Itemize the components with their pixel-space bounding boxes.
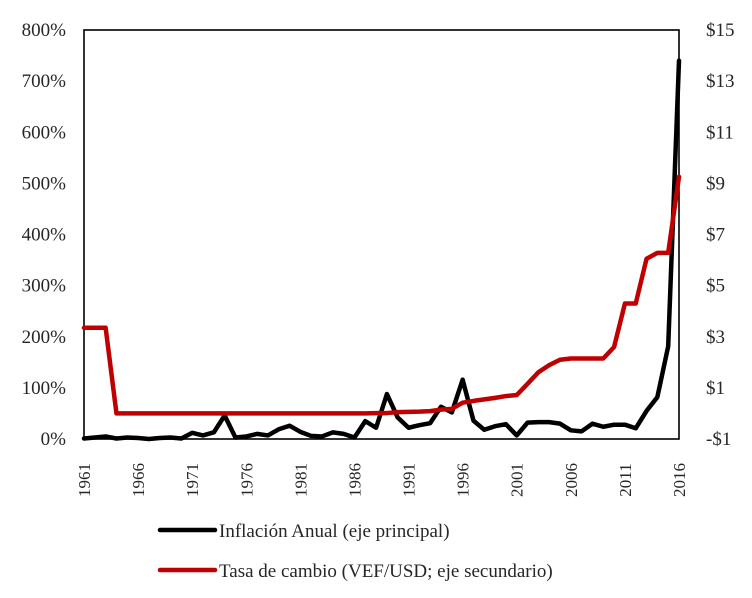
x-tick-label: 1961 [75,463,94,497]
legend-label-inflation: Inflación Anual (eje principal) [219,521,450,542]
y-left-tick-label: 200% [22,327,67,348]
x-tick-label: 1986 [345,463,364,497]
y-left-tick-label: 300% [22,276,67,297]
x-tick-label: 1991 [400,463,419,497]
y-right-tick-label: $15 [706,20,735,41]
exchange-rate-series-line [81,174,682,416]
y-right-tick-label: $13 [706,71,735,92]
y-right-tick-label: $11 [706,122,734,143]
x-tick-label: 2001 [508,463,527,497]
x-tick-label: 1971 [183,463,202,497]
x-tick-label: 2011 [616,463,635,496]
y-right-tick-label: $9 [706,173,725,194]
x-tick-label: 1981 [291,463,310,497]
y-left-tick-label: 400% [22,225,67,246]
x-tick-label: 2016 [670,463,689,497]
y-right-tick-label: -$1 [706,429,731,450]
x-tick-label: 2006 [562,463,581,497]
y-right-tick-label: $5 [706,276,725,297]
inflation-series-line [81,58,682,442]
y-left-tick-label: 600% [22,122,67,143]
legend-label-exchange-rate: Tasa de cambio (VEF/USD; eje secundario) [219,561,553,582]
plot-area-frame [83,29,680,440]
y-left-tick-label: 500% [22,173,67,194]
x-tick-label: 1976 [237,463,256,497]
x-tick-label: 1966 [129,463,148,497]
y-right-tick-label: $1 [706,378,725,399]
y-left-tick-label: 100% [22,378,67,399]
x-tick-label: 1996 [454,463,473,497]
y-left-tick-label: 800% [22,20,67,41]
y-left-tick-label: 0% [41,429,67,450]
y-right-tick-label: $3 [706,327,725,348]
y-right-tick-label: $7 [706,225,725,246]
y-left-tick-label: 700% [22,71,67,92]
